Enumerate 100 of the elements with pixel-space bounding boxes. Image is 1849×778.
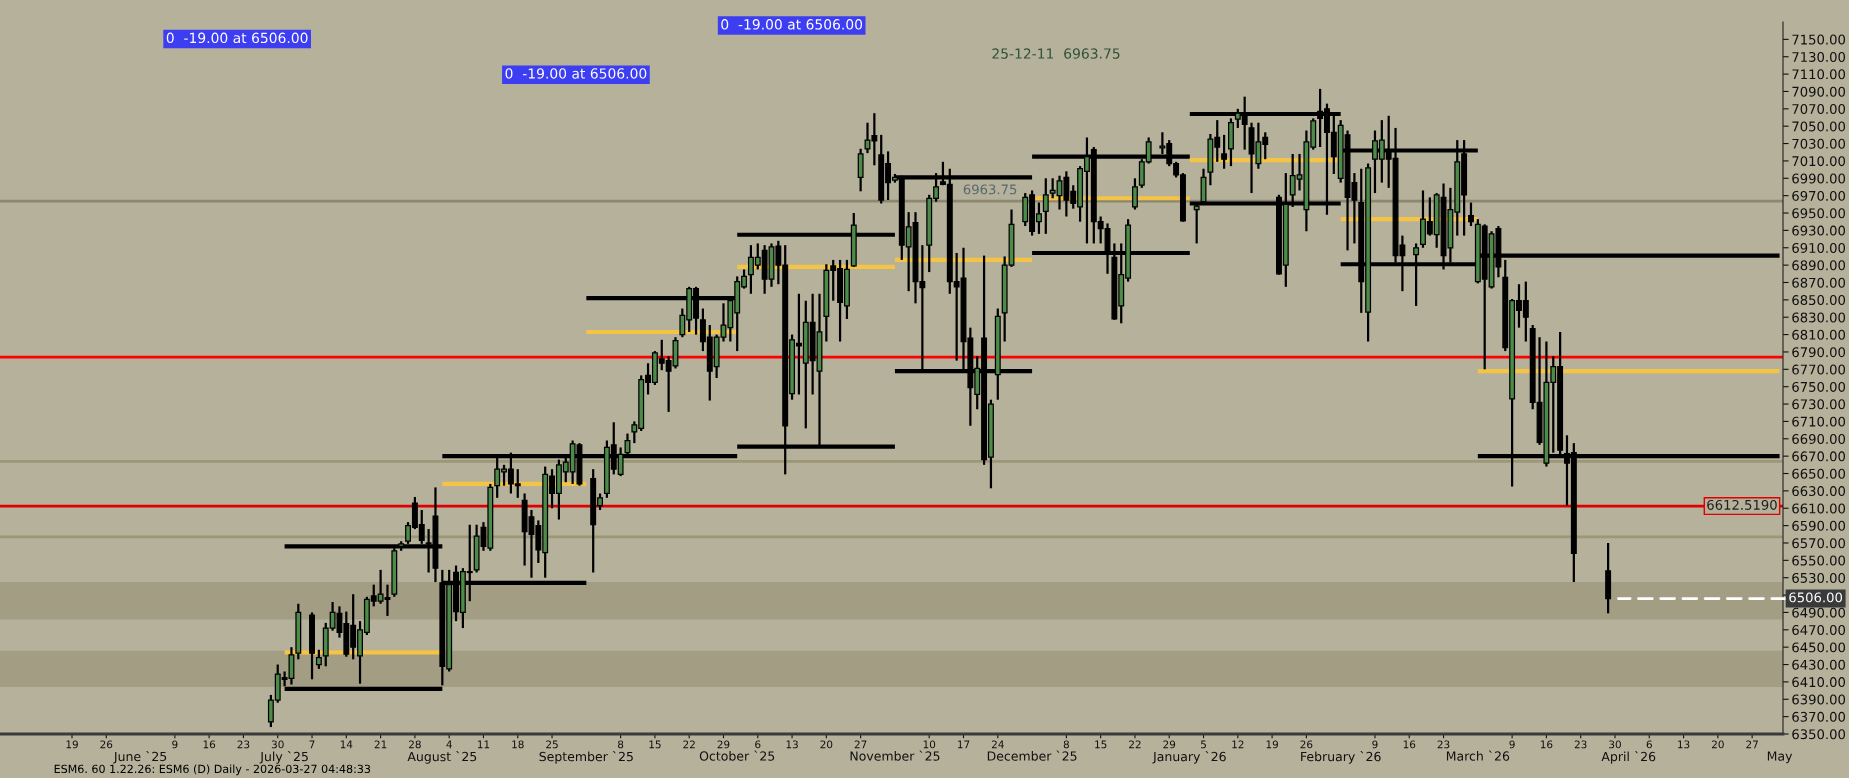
- x-tick-label: 22: [683, 740, 695, 749]
- y-tick-label: 6490.00: [1792, 607, 1846, 618]
- annotation: 6612.5190: [1707, 499, 1777, 510]
- candlestick: [1468, 201, 1474, 228]
- y-tick-label: 6610.00: [1792, 503, 1846, 514]
- x-tick-label: 20: [1711, 740, 1724, 749]
- text: ESM6. 60 1.22.26: ESM6 (D) Daily - 2026-03-27 04:48:33: [54, 764, 371, 776]
- y-tick-label: 6870.00: [1792, 277, 1846, 288]
- x-tick-label: 23: [1437, 740, 1450, 749]
- x-tick-label: 5: [1201, 740, 1206, 749]
- x-tick-label: 23: [237, 740, 250, 749]
- x-tick-label: 23: [1574, 740, 1587, 749]
- y-tick-label: 7070.00: [1792, 104, 1846, 115]
- x-tick-label: 15: [1095, 740, 1107, 749]
- y-tick-label: 6850.00: [1792, 295, 1846, 306]
- y-tick-label: 6650.00: [1792, 468, 1846, 479]
- x-tick-label: 10: [923, 740, 936, 749]
- x-tick-label: 24: [991, 740, 1004, 749]
- y-tick-label: 7090.00: [1792, 86, 1846, 97]
- annotation: 25-12-11 6963.75: [992, 48, 1120, 59]
- candlestick: [1042, 177, 1049, 235]
- x-tick-label: June `25: [113, 750, 167, 764]
- x-tick-label: 14: [340, 740, 353, 749]
- x-tick-label: 8: [1063, 740, 1069, 749]
- y-tick-label: 6350.00: [1792, 729, 1846, 740]
- x-tick-label: May: [1767, 751, 1793, 764]
- x-tick-label: 30: [1609, 740, 1621, 749]
- x-tick-label: 12: [1232, 740, 1244, 749]
- y-tick-label: 6770.00: [1792, 364, 1846, 375]
- x-tick-label: 13: [786, 740, 798, 749]
- y-tick-label: 6810.00: [1792, 329, 1846, 340]
- x-tick-label: 26: [100, 740, 113, 749]
- x-tick-label: 15: [649, 740, 661, 749]
- x-tick-label: 8: [618, 740, 624, 749]
- candlestick: [1221, 133, 1228, 170]
- x-tick-label: November `25: [850, 750, 940, 761]
- x-tick-label: 27: [854, 740, 867, 749]
- x-tick-label: 6: [755, 740, 761, 749]
- y-tick-label: 7050.00: [1792, 121, 1846, 132]
- candlestick: [1131, 177, 1138, 211]
- x-tick-label: 25: [546, 740, 558, 749]
- x-tick-label: 17: [958, 740, 970, 749]
- y-tick-label: 6910.00: [1792, 242, 1846, 253]
- y-tick-label: 6570.00: [1792, 538, 1846, 549]
- x-tick-label: July `25: [259, 751, 308, 764]
- x-tick-label: 16: [1403, 740, 1416, 749]
- x-tick-label: October `25: [699, 750, 775, 761]
- y-tick-label: 6630.00: [1792, 486, 1846, 497]
- y-tick-label: 7030.00: [1792, 138, 1846, 149]
- y-tick-label: 6890.00: [1792, 260, 1846, 271]
- x-tick-label: 6: [1646, 740, 1652, 749]
- y-tick-label: 6590.00: [1792, 520, 1846, 531]
- y-tick-label: 6730.00: [1792, 399, 1846, 410]
- y-tick-label: 6970.00: [1792, 190, 1846, 201]
- y-tick-label: 6950.00: [1792, 208, 1846, 219]
- annotation: 0 -19.00 at 6506.00: [721, 19, 863, 30]
- x-tick-label: 18: [512, 740, 524, 749]
- y-tick-label: 6790.00: [1792, 347, 1846, 358]
- x-tick-label: September `25: [539, 751, 633, 764]
- y-tick-label: 6390.00: [1792, 694, 1846, 705]
- x-tick-label: 11: [477, 740, 490, 749]
- x-tick-label: 26: [1300, 740, 1313, 749]
- x-tick-label: April `26: [1601, 751, 1656, 764]
- y-tick-label: 6710.00: [1792, 416, 1846, 427]
- x-tick-label: 16: [1540, 740, 1553, 749]
- ref-line-label: 6963.75: [963, 184, 1017, 195]
- y-tick-label: 6410.00: [1792, 677, 1846, 688]
- candlestick: [857, 147, 864, 193]
- x-tick-label: 19: [1266, 740, 1278, 749]
- y-tick-label: 7010.00: [1792, 156, 1846, 167]
- y-tick-label: 6930.00: [1792, 225, 1846, 236]
- x-tick-label: 16: [203, 740, 216, 749]
- y-tick-label: 7150.00: [1792, 34, 1846, 45]
- y-tick-label: 6690.00: [1792, 434, 1846, 444]
- x-tick-label: 28: [409, 740, 421, 749]
- x-tick-label: 7: [309, 740, 315, 749]
- x-tick-label: January `26: [1152, 751, 1226, 764]
- x-tick-label: February `26: [1301, 751, 1381, 764]
- x-tick-label: December `25: [987, 750, 1077, 761]
- x-tick-label: March `26: [1446, 750, 1510, 761]
- x-tick-label: 29: [1163, 740, 1176, 749]
- y-tick-label: 6470.00: [1792, 625, 1846, 636]
- y-tick-label: 6450.00: [1792, 642, 1846, 653]
- x-tick-label: 22: [1129, 740, 1141, 749]
- x-tick-label: 27: [1746, 740, 1758, 749]
- x-tick-label: 9: [172, 740, 178, 749]
- x-tick-label: 30: [271, 740, 284, 749]
- x-tick-label: 21: [374, 740, 387, 749]
- x-tick-label: 29: [717, 740, 730, 749]
- x-tick-label: 20: [820, 740, 833, 749]
- x-tick-label: August `25: [407, 751, 477, 764]
- y-tick-label: 6550.00: [1792, 555, 1846, 566]
- annotation: 0 -19.00 at 6506.00: [166, 32, 308, 44]
- y-tick-label: 7130.00: [1792, 51, 1846, 62]
- candlestick: [315, 648, 322, 670]
- y-tick-label: 6670.00: [1792, 451, 1846, 462]
- x-tick-label: 9: [1509, 740, 1515, 749]
- y-tick-label: 6750.00: [1792, 381, 1846, 392]
- y-tick-label: 6830.00: [1792, 312, 1846, 323]
- text: 6506.00: [1789, 592, 1843, 603]
